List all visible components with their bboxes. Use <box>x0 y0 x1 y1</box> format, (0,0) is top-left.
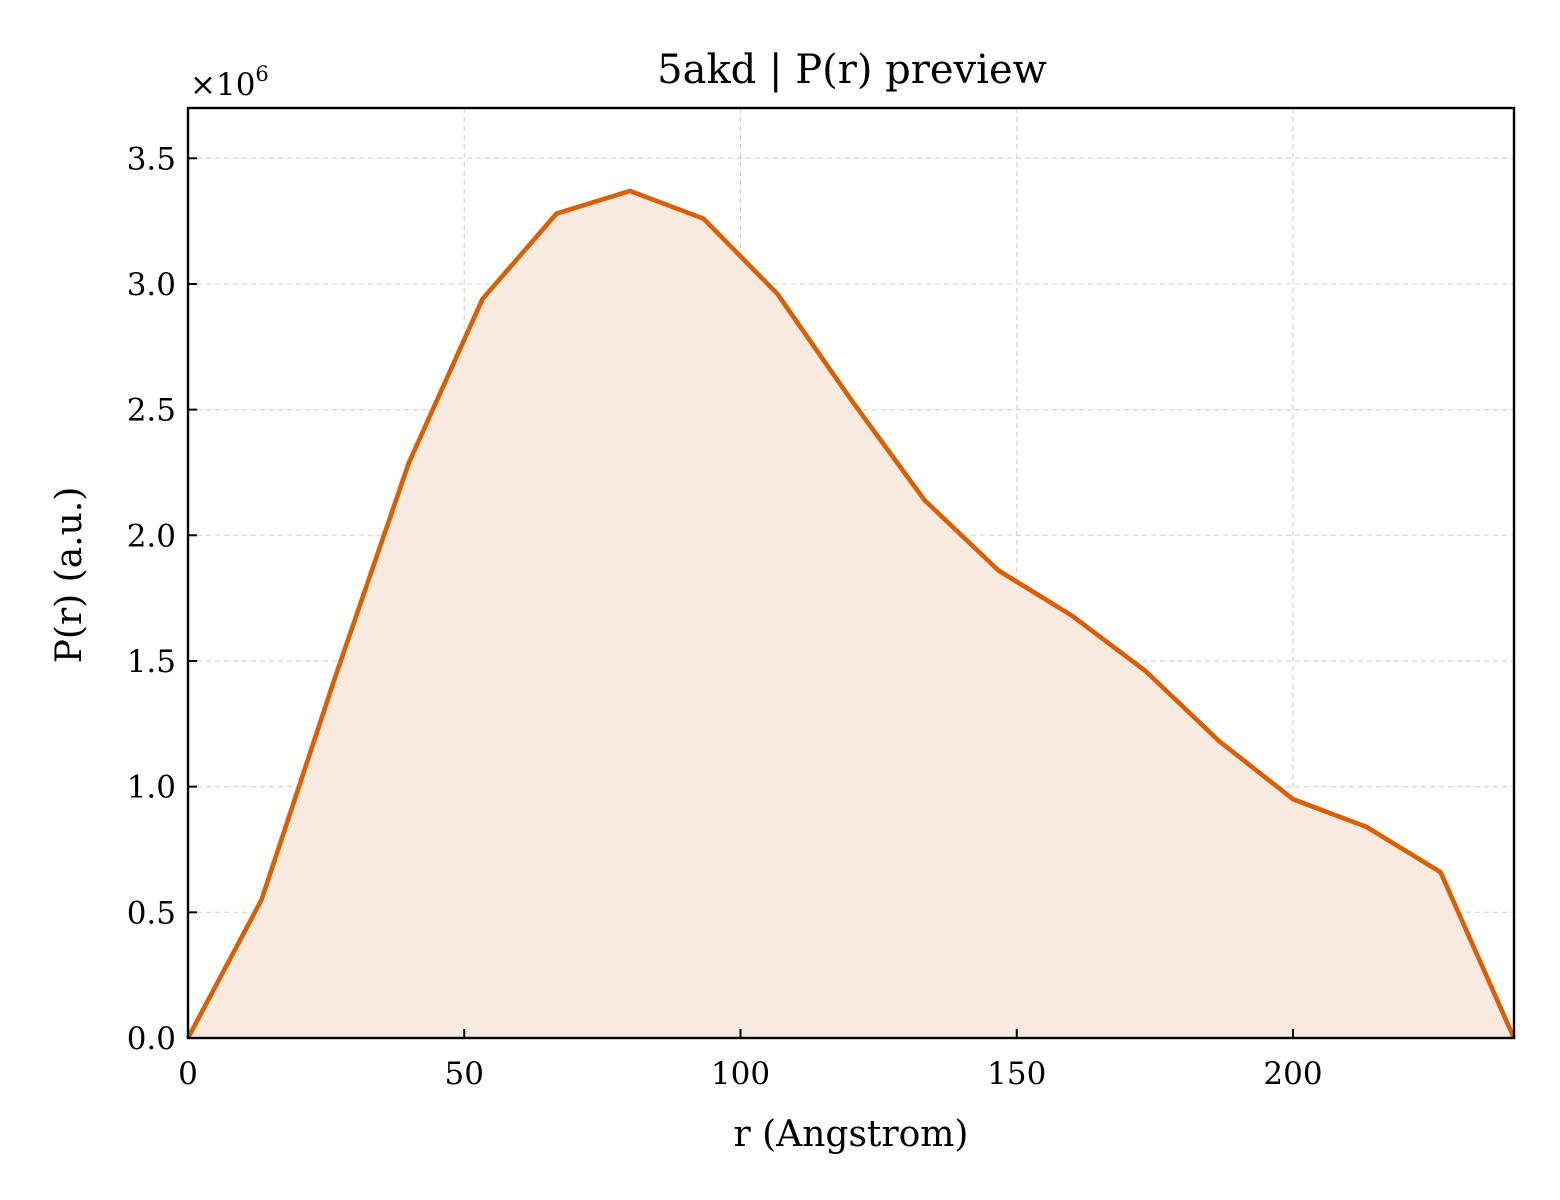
x-tick-label: 200 <box>1263 1056 1322 1092</box>
y-axis-label: P(r) (a.u.) <box>49 487 90 664</box>
x-tick-label: 50 <box>445 1056 484 1092</box>
x-axis-label: r (Angstrom) <box>734 1114 969 1155</box>
series-area-fill <box>188 190 1514 1038</box>
x-tick-label: 150 <box>987 1056 1046 1092</box>
x-tick-label: 0 <box>178 1056 198 1092</box>
y-tick-label: 3.5 <box>127 141 176 177</box>
y-tick-label: 2.5 <box>127 393 176 429</box>
y-tick-label: 2.0 <box>127 518 176 554</box>
tick-layer: 0 50 100 150 200 0.0 0.5 1.0 1.5 2.0 2.5 3.0 3.5 <box>127 141 1323 1092</box>
y-tick-label: 3.0 <box>127 267 176 303</box>
chart-title: 5akd | P(r) preview <box>657 47 1047 93</box>
y-tick-label: 1.0 <box>127 770 176 806</box>
y-tick-label: 0.5 <box>127 895 176 931</box>
y-axis-multiplier: ×106 <box>190 62 269 103</box>
y-tick-label: 1.5 <box>127 644 176 680</box>
x-tick-label: 100 <box>711 1056 770 1092</box>
y-axis-multiplier-exponent: 6 <box>255 62 268 86</box>
series-line <box>185 188 1517 1040</box>
plot-frame <box>186 106 1516 1040</box>
y-axis-multiplier-base: ×10 <box>190 67 255 103</box>
y-tick-label: 0.0 <box>127 1021 176 1057</box>
